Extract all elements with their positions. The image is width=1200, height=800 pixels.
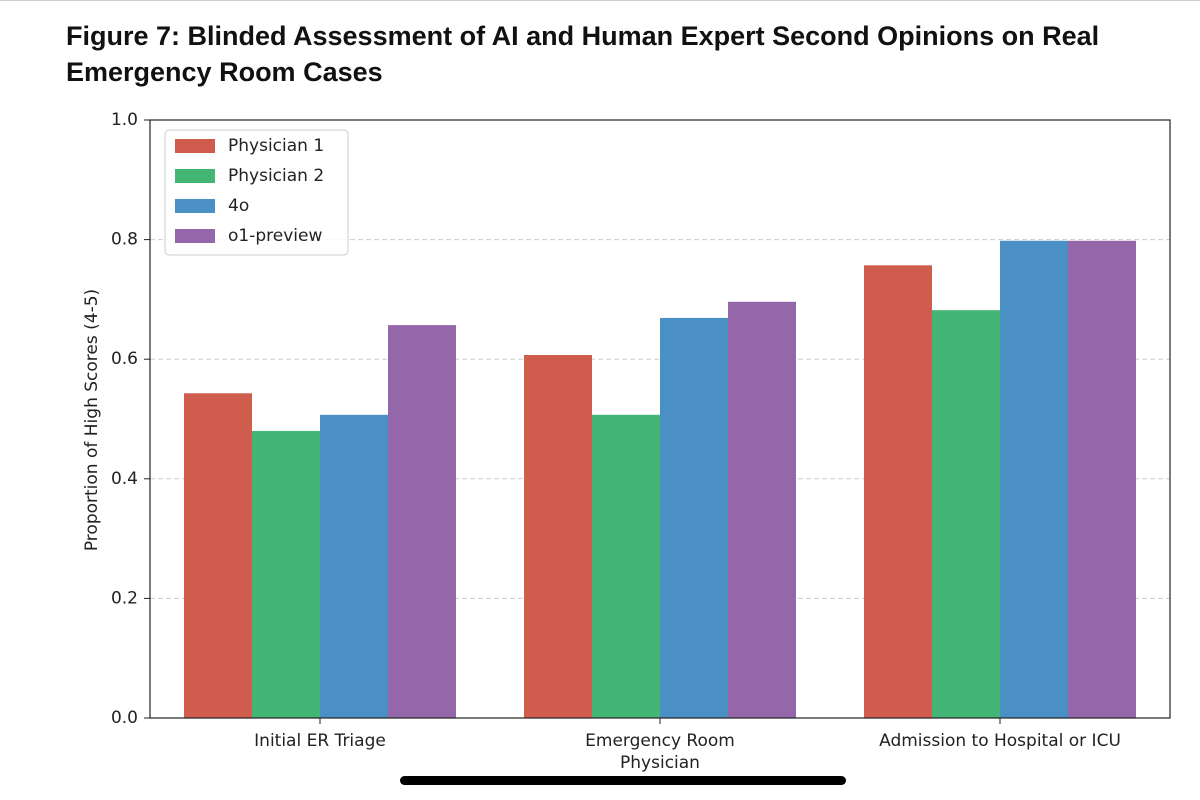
legend-label: o1-preview — [228, 226, 322, 246]
bar — [932, 310, 1000, 718]
bar — [660, 317, 728, 718]
x-tick-label: Admission to Hospital or ICU — [879, 731, 1121, 751]
bar — [728, 301, 796, 718]
legend-box — [164, 129, 349, 256]
y-tick-label: 0.8 — [111, 230, 138, 250]
chart-title: Figure 7: Blinded Assessment of AI and H… — [66, 21, 1100, 87]
x-tick-label: Emergency Room Physician — [585, 731, 735, 773]
x-tick-label: Initial ER Triage — [254, 731, 386, 751]
bar — [252, 430, 320, 718]
bar — [592, 414, 660, 718]
home-indicator — [400, 776, 846, 785]
legend-swatch — [175, 229, 215, 243]
y-axis-label: Proportion of High Scores (4-5) — [82, 289, 102, 551]
legend-swatch — [175, 199, 215, 213]
y-tick-label: 1.0 — [111, 110, 138, 130]
bar — [1068, 240, 1136, 718]
bar — [1000, 240, 1068, 718]
bar — [388, 325, 456, 718]
bar — [184, 393, 252, 718]
legend-label: 4o — [228, 196, 249, 216]
bar — [524, 355, 592, 718]
y-tick-label: 0.6 — [111, 349, 138, 369]
y-tick-label: 0.0 — [111, 708, 138, 728]
legend-label: Physician 1 — [228, 136, 324, 156]
top-rule — [0, 0, 1200, 1]
bar — [864, 265, 932, 718]
legend-swatch — [175, 139, 215, 153]
bar — [320, 414, 388, 718]
legend-swatch — [175, 169, 215, 183]
y-tick-label: 0.4 — [111, 469, 138, 489]
y-tick-label: 0.2 — [111, 588, 138, 608]
legend-label: Physician 2 — [228, 166, 324, 186]
